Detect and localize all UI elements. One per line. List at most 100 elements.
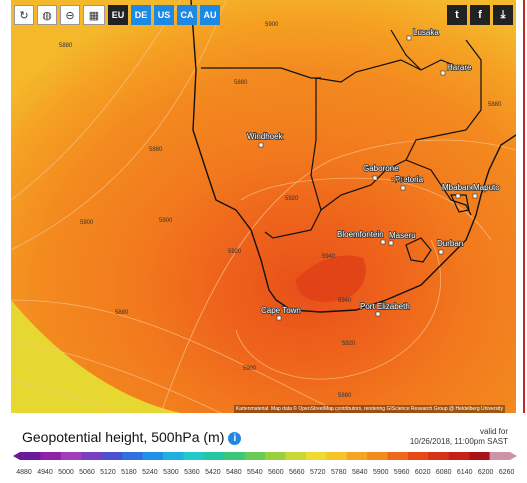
contours: [11, 0, 516, 413]
city-icon: ▦: [88, 9, 100, 22]
facebook-button[interactable]: f: [470, 5, 490, 25]
twitter-button[interactable]: t: [447, 5, 467, 25]
coastline: [190, 0, 516, 313]
color-scale: 4880 4940 5000 5060 5120 5180 5240 5300 5360 5420…: [13, 452, 517, 476]
scale-tick-label: 5900: [373, 469, 389, 476]
contour-label: 5900: [265, 22, 279, 28]
scale-tick-label: 5780: [331, 469, 347, 476]
city-durban: Durban: [436, 238, 464, 255]
contour-label: 5920: [342, 341, 356, 347]
scale-color-swatch: [60, 452, 82, 460]
contour-label: 5920: [391, 178, 405, 184]
city-marker: [400, 185, 406, 191]
scale-color-swatch: [428, 452, 450, 460]
city-label: Bloemfontein: [337, 230, 384, 239]
weather-map[interactable]: Lusaka Harare Windhoek Gaborone Pretoria Mbab…: [11, 0, 516, 413]
scale-tick-label: 5060: [79, 469, 95, 476]
scale-tick-label: 6200: [478, 469, 494, 476]
download-icon: ⤓: [500, 8, 506, 21]
contour-labels: 5900 5880 5880 5880 5880 5900 5920 5900 5920 5920…: [59, 22, 502, 399]
scale-color-swatch: [387, 452, 409, 460]
city-marker: [440, 70, 446, 76]
zoom-out-icon: ⊖: [65, 9, 75, 22]
scale-color-swatch: [20, 452, 41, 460]
city-markers: Lusaka Harare Windhoek Gaborone Pretoria Mbab…: [246, 27, 501, 321]
city-label: Pretoria: [395, 175, 424, 184]
scale-tick-label: 5000: [58, 469, 74, 476]
city-marker: [375, 311, 381, 317]
info-icon[interactable]: i: [228, 432, 242, 445]
valid-time: valid for 10/26/2018, 11:00pm SAST: [410, 427, 508, 447]
refresh-icon: ↻: [19, 9, 29, 22]
region-button-us[interactable]: US: [154, 5, 174, 25]
contour-label: 5920: [228, 249, 242, 255]
contour-label: 5880: [59, 43, 73, 49]
scale-tick-label: 4940: [37, 469, 53, 476]
scale-tick-label: 5300: [163, 469, 179, 476]
scale-tick-label: 5960: [394, 469, 410, 476]
city-marker: [258, 142, 264, 148]
scale-tick-label: 5540: [247, 469, 263, 476]
contour-label: 5880: [488, 102, 502, 108]
scale-color-swatch: [346, 452, 368, 460]
globe-button[interactable]: ◍: [37, 5, 57, 25]
scale-color-swatch: [305, 452, 327, 460]
scale-tick-label: 5240: [142, 469, 158, 476]
zoom-out-button[interactable]: ⊖: [60, 5, 80, 25]
region-button-au[interactable]: AU: [200, 5, 220, 25]
map-canvas: Lusaka Harare Windhoek Gaborone Pretoria Mbab…: [11, 0, 516, 413]
scale-tick-label: 5600: [268, 469, 284, 476]
contour-label: 5900: [80, 220, 94, 226]
refresh-button[interactable]: ↻: [14, 5, 34, 25]
city-marker: [388, 240, 394, 246]
region-button-eu[interactable]: EU: [108, 5, 128, 25]
contour-label: 5900: [243, 366, 257, 372]
city-label: Cape Town: [261, 306, 301, 315]
scale-color-swatch: [367, 452, 388, 460]
region-button-ca[interactable]: CA: [177, 5, 197, 25]
scale-color-swatch: [40, 452, 62, 460]
legend-title: Geopotential height, 500hPa (m) i: [22, 429, 242, 445]
contour-label: 5880: [149, 147, 163, 153]
city-marker: [380, 239, 386, 245]
scale-tick-label: 6080: [436, 469, 452, 476]
scale-color-swatch: [203, 452, 225, 460]
contour-label: 5940: [338, 298, 352, 304]
scale-color-swatch: [183, 452, 205, 460]
contour-label: 5880: [338, 393, 352, 399]
city-button[interactable]: ▦: [83, 5, 105, 25]
city-marker: [472, 193, 478, 199]
city-marker: [372, 175, 378, 181]
region-button-de[interactable]: DE: [131, 5, 151, 25]
globe-icon: ◍: [42, 9, 52, 22]
scale-tick-label: 6140: [457, 469, 473, 476]
city-marker: [406, 35, 412, 41]
city-marker: [276, 315, 282, 321]
scale-tick-label: 5360: [184, 469, 200, 476]
city-label: Mbabane: [442, 183, 476, 192]
scale-max-arrow: [510, 452, 517, 460]
borders: [201, 29, 482, 263]
city-label: Harare: [447, 63, 472, 72]
city-label: Port Elizabeth: [360, 302, 410, 311]
city-maputo: Maputo: [472, 182, 501, 199]
city-mbabane: Mbabane: [441, 182, 477, 199]
city-marker: [455, 193, 461, 199]
share-bar: t f ⤓: [447, 5, 513, 25]
city-harare: Harare: [440, 62, 473, 76]
city-label: Gaborone: [363, 164, 399, 173]
city-lusaka: Lusaka: [406, 27, 440, 41]
valid-label: valid for: [479, 427, 508, 436]
scale-tick-label: 5720: [310, 469, 326, 476]
height-max-zone: [296, 255, 366, 302]
twitter-icon: t: [455, 9, 459, 21]
city-gaborone: Gaborone: [362, 163, 400, 181]
download-button[interactable]: ⤓: [493, 5, 513, 25]
contour-label: 5880: [234, 80, 248, 86]
scale-color-swatch: [122, 452, 143, 460]
city-cape-town: Cape Town: [260, 305, 302, 321]
contour-label: 5900: [159, 218, 173, 224]
scale-tick-label: 5120: [100, 469, 116, 476]
contour-label: 5940: [322, 254, 336, 260]
scale-color-swatch: [142, 452, 164, 460]
